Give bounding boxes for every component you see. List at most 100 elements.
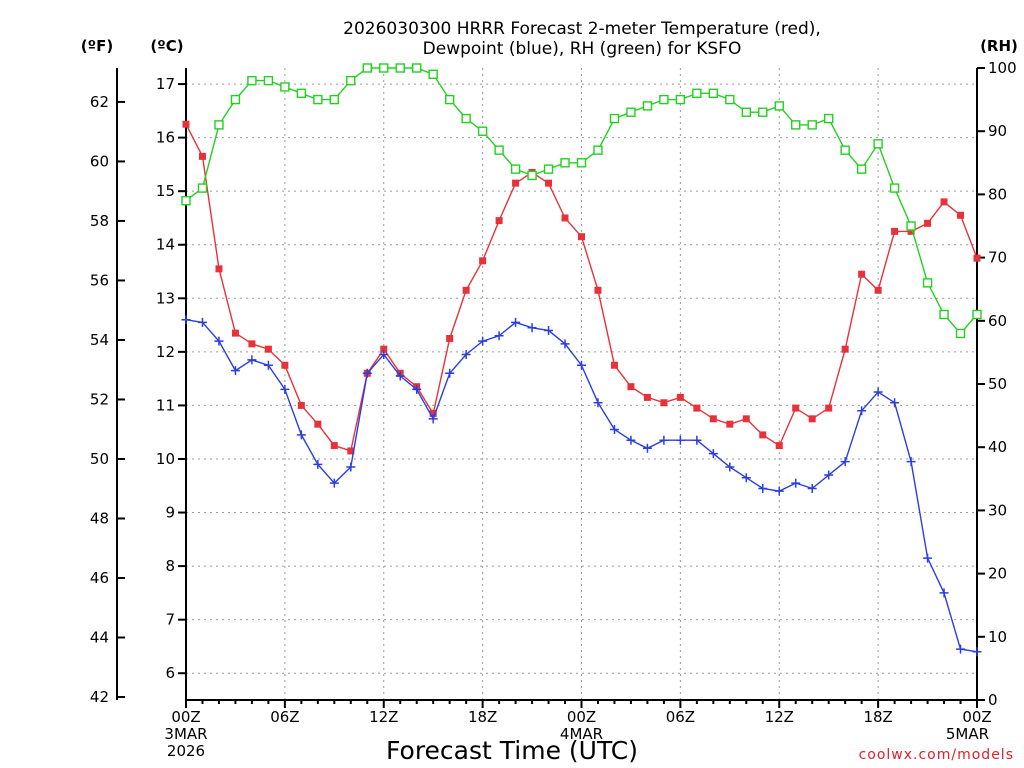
point-rh bbox=[329, 94, 340, 105]
point-rh bbox=[346, 75, 356, 86]
point-temperature bbox=[248, 340, 256, 348]
point-temperature bbox=[594, 286, 602, 294]
point-rh bbox=[873, 139, 883, 149]
point-rh bbox=[576, 158, 587, 168]
point-rh bbox=[856, 164, 867, 174]
point-rh bbox=[823, 113, 834, 124]
point-dewpoint bbox=[939, 588, 949, 598]
point-dewpoint bbox=[280, 384, 290, 394]
point-rh bbox=[725, 94, 735, 105]
point-rh bbox=[675, 94, 686, 105]
x-tick-label: 12Z bbox=[369, 708, 398, 726]
celsius-tick-label: 6 bbox=[165, 664, 175, 682]
point-dewpoint bbox=[494, 331, 504, 341]
point-rh bbox=[774, 101, 784, 111]
fahrenheit-tick-label: 50 bbox=[90, 450, 109, 468]
point-rh bbox=[379, 63, 389, 73]
point-rh bbox=[626, 107, 636, 117]
point-temperature bbox=[330, 442, 338, 450]
point-dewpoint bbox=[642, 443, 652, 453]
point-rh bbox=[543, 164, 554, 174]
point-temperature bbox=[742, 415, 750, 423]
point-temperature bbox=[825, 404, 833, 412]
point-dewpoint bbox=[692, 435, 702, 445]
point-temperature bbox=[759, 431, 767, 439]
celsius-tick-label: 13 bbox=[156, 289, 175, 307]
x-tick-label: 00Z bbox=[171, 708, 200, 726]
fahrenheit-unit-label: (ºF) bbox=[81, 37, 113, 55]
celsius-tick-label: 11 bbox=[156, 396, 175, 414]
point-temperature bbox=[709, 415, 717, 423]
point-rh bbox=[428, 69, 438, 80]
point-dewpoint bbox=[214, 336, 224, 346]
celsius-tick-label: 17 bbox=[156, 75, 175, 93]
point-rh bbox=[296, 88, 307, 98]
point-temperature bbox=[726, 420, 734, 428]
rh-tick-label: 70 bbox=[988, 249, 1007, 267]
point-rh bbox=[230, 94, 241, 105]
point-temperature bbox=[215, 265, 223, 273]
point-temperature bbox=[297, 401, 305, 409]
point-dewpoint bbox=[527, 323, 537, 333]
point-rh bbox=[642, 101, 653, 111]
point-dewpoint bbox=[972, 647, 982, 657]
point-temperature bbox=[264, 345, 272, 353]
point-temperature bbox=[775, 442, 783, 450]
point-rh bbox=[889, 183, 900, 193]
credit-label: coolwx.com/models bbox=[859, 747, 1014, 763]
point-temperature bbox=[281, 361, 289, 369]
fahrenheit-tick-label: 56 bbox=[90, 271, 109, 289]
point-rh bbox=[510, 164, 521, 174]
point-temperature bbox=[198, 152, 206, 160]
rh-tick-label: 100 bbox=[988, 59, 1017, 77]
point-rh bbox=[840, 145, 850, 155]
point-dewpoint bbox=[197, 317, 207, 327]
point-dewpoint bbox=[181, 315, 191, 325]
point-temperature bbox=[429, 409, 437, 417]
point-temperature bbox=[792, 404, 800, 412]
point-rh bbox=[477, 126, 488, 136]
point-temperature bbox=[924, 219, 932, 227]
point-rh bbox=[791, 120, 801, 130]
point-rh bbox=[214, 120, 224, 130]
point-dewpoint bbox=[560, 339, 570, 349]
fahrenheit-tick-label: 54 bbox=[90, 331, 109, 349]
x-tick-label: 18Z bbox=[863, 708, 892, 726]
x-tick-label: 4MAR bbox=[560, 725, 603, 743]
point-rh bbox=[263, 75, 274, 86]
point-dewpoint bbox=[230, 366, 240, 376]
point-rh bbox=[313, 94, 323, 105]
fahrenheit-tick-label: 48 bbox=[90, 509, 109, 527]
point-dewpoint bbox=[445, 368, 455, 378]
point-temperature bbox=[512, 179, 520, 187]
point-temperature bbox=[610, 361, 618, 369]
point-rh bbox=[444, 94, 455, 105]
point-temperature bbox=[231, 329, 239, 337]
point-dewpoint bbox=[824, 470, 834, 480]
x-tick-label: 5MAR bbox=[946, 725, 989, 743]
point-dewpoint bbox=[840, 457, 850, 467]
point-temperature bbox=[479, 257, 487, 265]
point-dewpoint bbox=[395, 371, 405, 381]
point-rh bbox=[527, 170, 537, 181]
point-temperature bbox=[660, 399, 668, 407]
celsius-tick-label: 10 bbox=[156, 450, 175, 468]
point-dewpoint bbox=[313, 459, 323, 469]
point-rh bbox=[395, 63, 405, 73]
series-temperature bbox=[182, 120, 981, 455]
point-rh bbox=[247, 75, 257, 86]
point-temperature bbox=[891, 227, 899, 235]
rh-tick-label: 50 bbox=[988, 375, 1007, 393]
point-dewpoint bbox=[379, 350, 389, 360]
point-rh bbox=[659, 94, 669, 105]
point-temperature bbox=[957, 211, 965, 219]
series-layer bbox=[181, 63, 982, 657]
point-rh bbox=[922, 278, 933, 288]
point-rh bbox=[906, 221, 916, 231]
point-temperature bbox=[182, 120, 190, 128]
celsius-tick-label: 14 bbox=[156, 236, 175, 254]
x-tick-label: 00Z bbox=[962, 708, 991, 726]
celsius-unit-label: (ºC) bbox=[150, 37, 183, 55]
point-rh bbox=[560, 158, 570, 168]
chart-title-line2: Dewpoint (blue), RH (green) for KSFO bbox=[423, 39, 742, 59]
